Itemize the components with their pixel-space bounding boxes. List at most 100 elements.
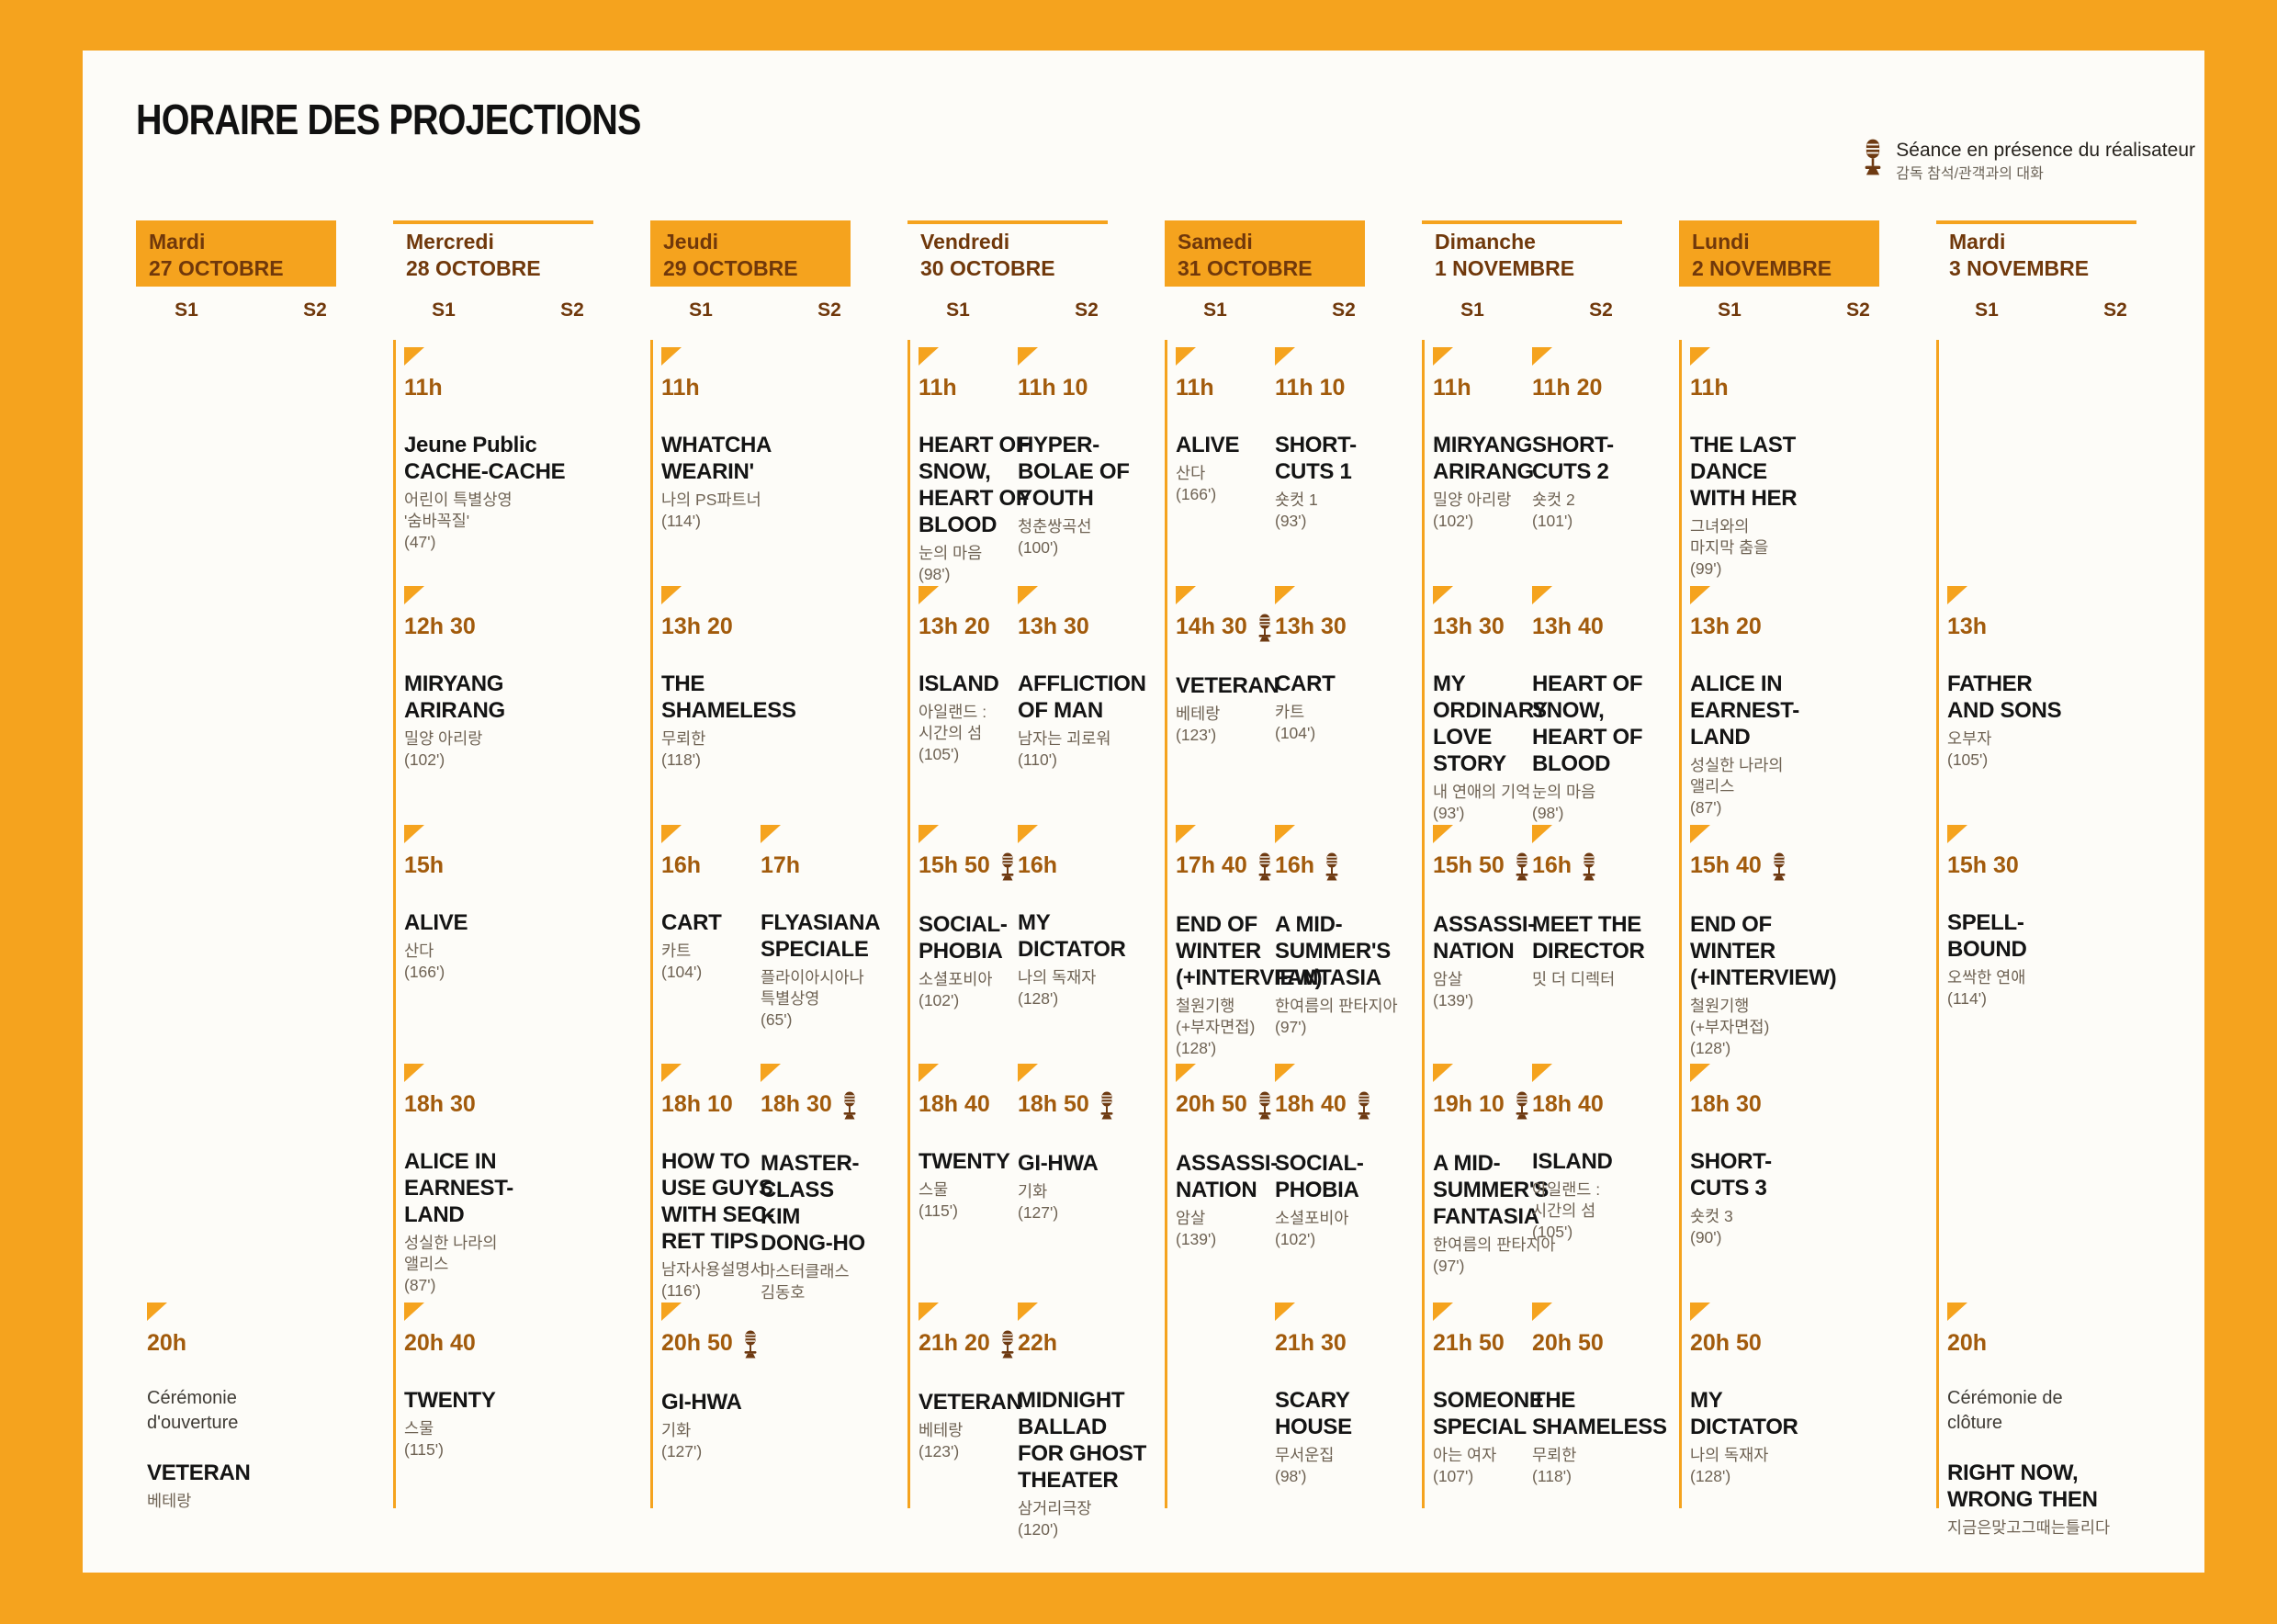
microphone-icon	[1100, 1091, 1113, 1120]
film-title-line: STORY	[1433, 751, 1506, 776]
film-title: VETERAN	[147, 1460, 261, 1486]
film-title-line: NATION	[1176, 1178, 1257, 1202]
screening-time: 16h	[661, 852, 702, 878]
film-title: TWENTY	[919, 1148, 1032, 1175]
film-title-korean-line: 숏컷 2	[1532, 491, 1575, 509]
screening-time: 13h	[1947, 614, 1988, 639]
film-title-korean: 베테랑	[147, 1491, 261, 1512]
screening-time-row: 11h	[661, 375, 775, 401]
screening-cell: 11h 20 SHORT- CUTS 2 숏컷 2 (101')	[1532, 347, 1646, 532]
film-title-korean: 눈의 마음 (98')	[919, 543, 1032, 585]
corner-triangle-icon	[661, 1303, 682, 1321]
screening-time-row: 13h	[1947, 614, 2061, 640]
film-title: END OF WINTER (+INTERVIEW)	[1690, 911, 1837, 991]
day-column-mardi-3: Mardi 3 NOVEMBRE S1 S2 13h FATHER AND SONS 오부자 (…	[1936, 220, 2193, 1562]
film-title-line: SCARY	[1275, 1388, 1350, 1413]
film-title: CART	[661, 909, 775, 936]
microphone-icon	[1861, 139, 1885, 175]
film-title-line: GI-HWA	[661, 1390, 742, 1415]
ceremony-note-line: d'ouverture	[147, 1413, 239, 1433]
film-title-line: VETERAN	[1176, 673, 1279, 698]
column-divider	[1679, 340, 1682, 1508]
film-title-korean: 그녀와의 마지막 춤을 (99')	[1690, 516, 1804, 580]
film-title: THE SHAMELESS	[1532, 1387, 1667, 1440]
film-duration: (65')	[761, 1010, 793, 1029]
film-duration: (97')	[1433, 1257, 1465, 1275]
film-title-korean-line: 카트	[661, 942, 692, 960]
screening-time: 15h 50	[919, 852, 990, 878]
film-title-korean: 카트 (104')	[661, 941, 775, 983]
film-title-korean-line: 밀양 아리랑	[1433, 491, 1512, 509]
film-title-line: THEATER	[1018, 1468, 1119, 1493]
film-title-korean: 소셜포비아 (102')	[919, 969, 1032, 1011]
corner-triangle-icon	[1433, 1303, 1453, 1321]
film-duration: (128')	[1690, 1039, 1731, 1057]
film-duration: (127')	[1018, 1203, 1059, 1222]
film-title: SOCIAL- PHOBIA	[919, 911, 1032, 964]
microphone-icon	[1865, 139, 1881, 175]
film-title: SHORT- CUTS 1	[1275, 432, 1389, 485]
film-title-korean: 남자는 괴로워 (110')	[1018, 728, 1132, 771]
corner-triangle-icon	[1018, 825, 1038, 843]
screening-time: 20h 50	[1532, 1330, 1604, 1356]
legend-label: Séance en présence du réalisateur	[1896, 140, 2195, 161]
film-title: SHORT- CUTS 3	[1690, 1148, 1804, 1201]
film-title: MASTER- CLASS KIM DONG-HO	[761, 1150, 874, 1257]
screening-time: 18h 30	[1690, 1091, 1762, 1117]
microphone-icon	[1256, 614, 1274, 642]
screening-time-row: 13h 30	[1433, 614, 1547, 640]
film-title-line: CUTS 3	[1690, 1176, 1767, 1201]
film-title-korean-line: 성실한 나라의	[404, 1234, 498, 1252]
film-title-korean: 어린이 특별상영 '숨바꼭질' (47')	[404, 490, 518, 553]
ceremony-note-line: Cérémonie	[147, 1388, 237, 1408]
film-title-korean-line: 아는 여자	[1433, 1446, 1497, 1464]
film-title-line: BALLAD	[1018, 1415, 1107, 1439]
screen-label-s1: S1	[1718, 299, 1742, 321]
column-divider	[1165, 340, 1167, 1508]
film-title-korean: 숏컷 3 (90')	[1690, 1206, 1804, 1248]
microphone-icon	[1256, 852, 1274, 881]
film-title-line: SPECIALE	[761, 937, 869, 962]
film-title-korean: 무서운집 (98')	[1275, 1445, 1389, 1487]
film-title-korean-line: 암살	[1433, 970, 1463, 988]
ceremony-note: Cérémonie de clôture	[1947, 1386, 2063, 1436]
film-title: SPELL- BOUND	[1947, 909, 2061, 963]
screening-cell: 15h ALIVE 산다 (166')	[404, 825, 518, 983]
screening-cell: 16h MY DICTATOR 나의 독재자 (128')	[1018, 825, 1132, 1009]
screening-time-row: 13h 20	[1690, 614, 1804, 640]
film-title-line: BOLAE OF	[1018, 459, 1130, 484]
film-duration: (110')	[1018, 750, 1057, 769]
film-title-line: END OF	[1690, 912, 1772, 937]
screening-cell: 18h 30 SHORT- CUTS 3 숏컷 3 (90')	[1690, 1064, 1804, 1248]
screening-time: 11h	[661, 375, 700, 400]
film-title-line: SNOW,	[919, 459, 991, 484]
corner-triangle-icon	[1275, 1303, 1295, 1321]
film-duration: (87')	[1690, 798, 1722, 817]
screening-time: 13h 20	[1690, 614, 1762, 639]
film-title-line: HEART OF	[919, 433, 1030, 457]
screen-label-s2: S2	[1846, 299, 1870, 321]
day-date: 28 OCTOBRE	[406, 256, 541, 280]
film-title-korean: 암살 (139')	[1433, 969, 1547, 1011]
screening-time: 18h 40	[1532, 1091, 1604, 1117]
film-title-korean-line: 산다	[1176, 464, 1206, 482]
film-title: THE LAST DANCE WITH HER	[1690, 432, 1804, 512]
screening-time-row: 21h 30	[1275, 1330, 1389, 1357]
screening-time-row: 13h 20	[919, 614, 1032, 640]
film-title-line: BLOOD	[919, 513, 998, 537]
screening-cell: 11h ALIVE 산다 (166')	[1176, 347, 1290, 505]
microphone-icon	[1258, 852, 1271, 881]
film-title: MEET THE DIRECTOR	[1532, 911, 1646, 964]
corner-triangle-icon	[661, 586, 682, 604]
film-title-line: DANCE	[1690, 459, 1767, 484]
film-duration: (102')	[1433, 512, 1474, 530]
screening-cell: 14h 30 VETERAN 베테랑 (123')	[1176, 586, 1290, 746]
corner-triangle-icon	[1690, 347, 1710, 366]
screening-time-row: 11h	[919, 375, 1032, 401]
screening-time-row: 21h 20	[919, 1330, 1032, 1359]
film-title-line: DICTATOR	[1690, 1415, 1798, 1439]
corner-triangle-icon	[919, 347, 939, 366]
microphone-icon	[1001, 852, 1014, 881]
film-title-line: TWENTY	[919, 1149, 1010, 1174]
film-title-line: EARNEST-	[404, 1176, 513, 1201]
